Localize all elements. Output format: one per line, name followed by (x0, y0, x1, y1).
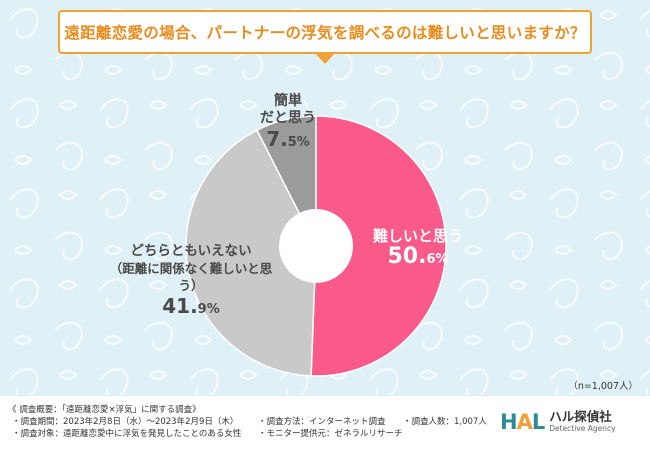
value-hard-main: 50. (387, 244, 427, 269)
label-neither-text: どちらともいえない (130, 243, 252, 259)
label-hard-text: 難しいと思う (372, 227, 463, 245)
label-easy-line1: 簡単 (274, 93, 302, 109)
page-title: 遠距離恋愛の場合、パートナーの浮気を調べるのは難しいと思いますか？ (64, 24, 586, 42)
footer-count: ・調査人数：1,007人 (403, 417, 487, 427)
label-neither-sub: （距離に関係なく難しいと思う） (109, 261, 273, 293)
value-neither-dec: 9% (197, 302, 220, 317)
header-arrow (315, 53, 335, 64)
logo-mark: HAL (500, 410, 545, 434)
value-hard: 50.6% (368, 245, 468, 272)
header-banner: 遠距離恋愛の場合、パートナーの浮気を調べるのは難しいと思いますか？ (58, 10, 592, 54)
company-logo: HAL ハル探偵社 Detective Agency (500, 410, 616, 435)
logo-mark-l: L (531, 410, 545, 434)
slice-neither (185, 129, 317, 377)
logo-sub: Detective Agency (549, 424, 616, 433)
footer-period: ・調査期間：2023年2月8日（水）～2023年2月9日（木） (12, 417, 239, 427)
pie-chart (185, 115, 447, 377)
label-easy: 簡単 だと思う 7.5% (253, 93, 323, 155)
sample-size: （n=1,007人） (568, 381, 638, 392)
logo-text: ハル探偵社 Detective Agency (549, 410, 615, 434)
value-neither: 41.9% (106, 294, 276, 322)
logo-mark-a: A (516, 410, 533, 434)
value-easy-main: 7. (266, 127, 288, 151)
label-neither: どちらともいえない （距離に関係なく難しいと思う） 41.9% (106, 243, 276, 322)
logo-mark-h: H (500, 410, 518, 434)
value-hard-dec: 6% (426, 252, 449, 267)
value-neither-main: 41. (162, 294, 198, 318)
footer-overview: 《 調査概要：「遠距離恋愛×浮気」に関する調査》 (8, 405, 201, 415)
value-easy: 7.5% (253, 127, 323, 155)
footer-monitor: ・モニター提供元：ゼネラルリサーチ (258, 429, 403, 439)
slice-hard (310, 115, 447, 377)
footer-method: ・調査方法：インターネット調査 (258, 417, 386, 427)
value-easy-dec: 5% (287, 135, 310, 150)
logo-name: ハル探偵社 (549, 409, 612, 424)
label-easy-line2: だと思う (260, 110, 316, 126)
donut-hole (279, 209, 353, 283)
label-hard: 難しいと思う 50.6% (368, 228, 468, 272)
footer-subject: ・調査対象：遠距離恋愛中に浮気を発見したことのある女性 (12, 429, 242, 439)
footer: 《 調査概要：「遠距離恋愛×浮気」に関する調査》 ・調査期間：2023年2月8日… (0, 396, 650, 450)
